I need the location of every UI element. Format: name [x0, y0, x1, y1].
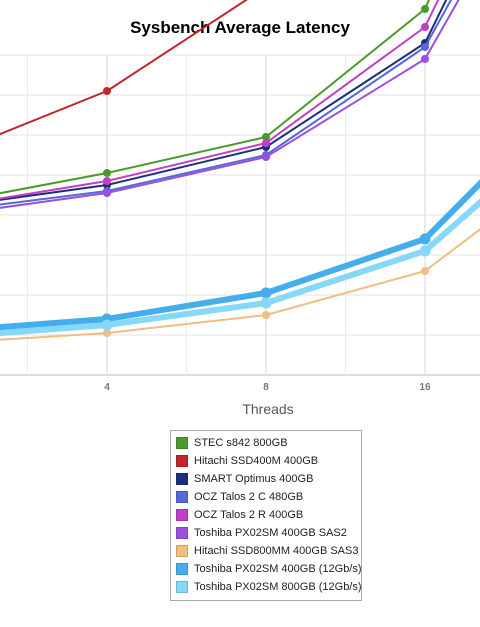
legend-item[interactable]: SMART Optimus 400GB — [171, 470, 361, 488]
legend-swatch — [176, 491, 188, 503]
data-point — [103, 177, 111, 185]
series-line — [0, 0, 430, 195]
data-point — [260, 297, 272, 309]
legend-label: Toshiba PX02SM 400GB SAS2 — [194, 527, 347, 539]
data-point — [103, 189, 111, 197]
legend-item[interactable]: OCZ Talos 2 R 400GB — [171, 506, 361, 524]
data-point — [421, 5, 429, 13]
series-toshiba-px02sm-400gb-sas2 — [0, 0, 460, 209]
legend-label: OCZ Talos 2 R 400GB — [194, 509, 304, 521]
data-point — [262, 133, 270, 141]
legend-swatch — [176, 437, 188, 449]
data-point — [103, 169, 111, 177]
data-point — [262, 153, 270, 161]
legend-item[interactable]: Toshiba PX02SM 800GB (12Gb/s) — [171, 578, 362, 596]
data-point — [421, 43, 429, 51]
series-line — [0, 0, 440, 200]
data-point — [419, 233, 431, 245]
legend-label: Toshiba PX02SM 400GB (12Gb/s) — [194, 563, 362, 575]
data-point — [260, 287, 272, 299]
series-line — [0, 0, 448, 201]
legend-label: Toshiba PX02SM 800GB (12Gb/s) — [194, 581, 362, 593]
legend-item[interactable]: Toshiba PX02SM 400GB SAS2 — [171, 524, 361, 542]
legend-swatch — [176, 545, 188, 557]
series-smart-optimus-400gb — [0, 0, 448, 201]
series-line — [0, 198, 480, 337]
series-layer — [0, 0, 480, 341]
legend-label: OCZ Talos 2 C 480GB — [194, 491, 304, 503]
series-stec-s842-800gb — [0, 0, 430, 195]
chart-title: Sysbench Average Latency — [130, 18, 350, 37]
legend-item[interactable]: Hitachi SSD400M 400GB — [171, 452, 361, 470]
legend-swatch — [176, 455, 188, 467]
data-point — [101, 319, 113, 331]
legend-item[interactable]: Toshiba PX02SM 400GB (12Gb/s) — [171, 560, 362, 578]
legend: STEC s842 800GB Hitachi SSD400M 400GB SMAR… — [170, 430, 362, 601]
data-point — [421, 23, 429, 31]
series-line — [0, 0, 460, 209]
series-hitachi-ssd800mm-400gb-sas3 — [0, 228, 480, 341]
legend-swatch — [176, 527, 188, 539]
legend-swatch — [176, 473, 188, 485]
legend-swatch — [176, 509, 188, 521]
series-line — [0, 0, 248, 136]
x-tick-label: 4 — [104, 382, 110, 393]
series-line — [0, 179, 480, 331]
legend-swatch — [176, 581, 188, 593]
data-point — [103, 87, 111, 95]
data-point — [262, 311, 270, 319]
data-point — [421, 55, 429, 63]
legend-swatch — [176, 563, 188, 575]
data-point — [262, 139, 270, 147]
data-point — [421, 267, 429, 275]
series-ocz-talos-2-r-400gb — [0, 0, 440, 200]
x-tick-label: 16 — [419, 382, 431, 393]
legend-label: STEC s842 800GB — [194, 437, 288, 449]
data-point — [419, 245, 431, 257]
x-tick-labels: 4 8 16 — [104, 382, 431, 393]
data-point — [103, 329, 111, 337]
series-toshiba-px02sm-400gb-12gb-s- — [0, 179, 480, 331]
legend-label: SMART Optimus 400GB — [194, 473, 314, 485]
legend-label: Hitachi SSD400M 400GB — [194, 455, 319, 467]
legend-item[interactable]: STEC s842 800GB — [171, 434, 361, 452]
x-axis-label: Threads — [242, 401, 294, 417]
x-tick-label: 8 — [263, 382, 269, 393]
legend-item[interactable]: OCZ Talos 2 C 480GB — [171, 488, 361, 506]
legend-item[interactable]: Hitachi SSD800MM 400GB SAS3 — [171, 542, 361, 560]
legend-label: Hitachi SSD800MM 400GB SAS3 — [194, 545, 359, 557]
series-hitachi-ssd400m-400gb — [0, 0, 248, 136]
series-toshiba-px02sm-800gb-12gb-s- — [0, 198, 480, 337]
